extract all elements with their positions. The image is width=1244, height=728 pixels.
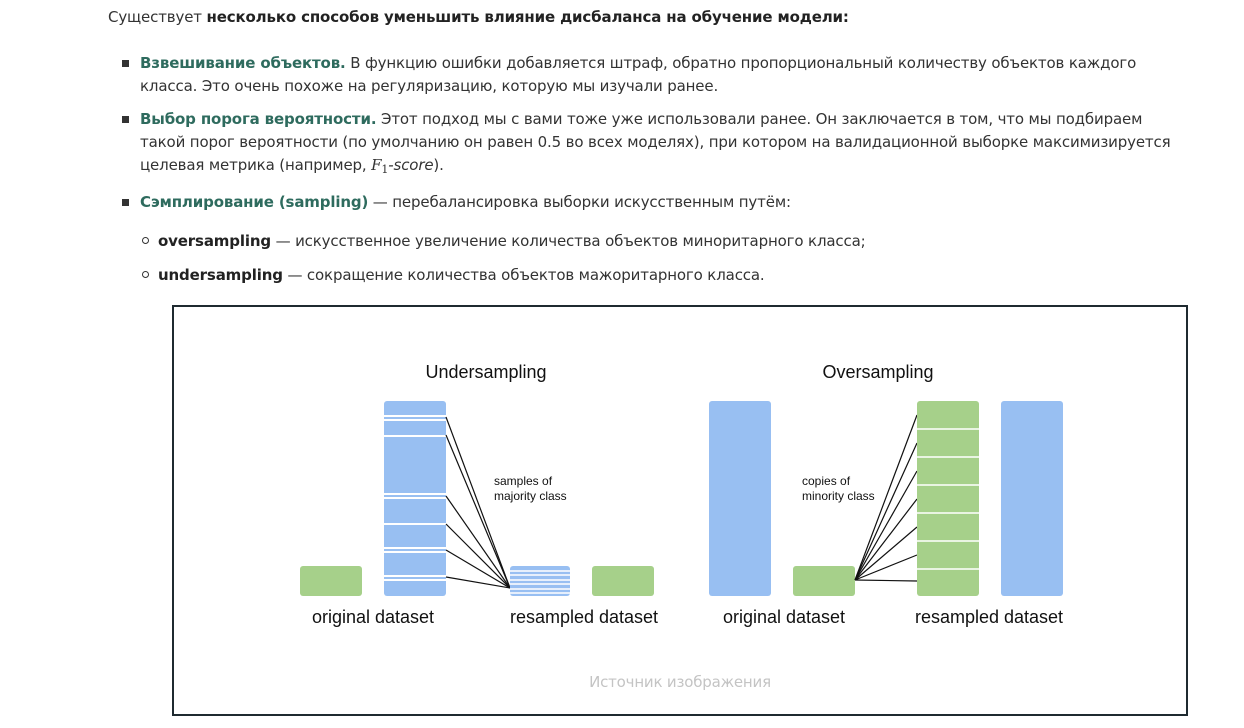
undersampling-connector-lines xyxy=(445,416,511,589)
sampling-type-name: undersampling xyxy=(158,266,283,284)
intro-prefix: Существует xyxy=(108,8,207,26)
method-sampling: Сэмплирование (sampling) — перебалансиро… xyxy=(122,191,1192,287)
circle-bullet-icon xyxy=(142,271,149,278)
math-var: F xyxy=(371,156,382,174)
math-suffix: -score xyxy=(388,156,434,174)
sampling-type-text: — сокращение количества объектов мажорит… xyxy=(282,266,765,284)
sampling-type-undersampling: undersampling — сокращение количества об… xyxy=(140,264,1192,287)
oversampling-title: Oversampling xyxy=(822,362,933,382)
method-text: В функцию ошибки добавляется штраф, обра… xyxy=(140,54,1137,95)
method-text: Этот подход мы с вами тоже уже использов… xyxy=(140,110,1171,174)
circle-bullet-icon xyxy=(142,237,149,244)
minority-copy-stripes xyxy=(917,428,979,570)
math-subscript: 1 xyxy=(381,163,389,176)
over-resampled-minority-bar xyxy=(917,401,979,596)
majority-sample-stripes xyxy=(384,415,446,581)
undersampling-note-line1: samples of xyxy=(494,474,553,488)
method-term: Выбор порога вероятности. xyxy=(140,110,377,128)
square-bullet-icon xyxy=(122,60,129,67)
over-resampled-majority-bar xyxy=(1001,401,1063,596)
sampling-type-text: — искусственное увеличение количества об… xyxy=(270,232,866,250)
under-original-minority-bar xyxy=(300,566,362,596)
oversampling-original-label: original dataset xyxy=(723,607,845,627)
sampling-diagram: Undersampling xyxy=(172,305,1188,716)
image-source-link[interactable]: Источник изображения xyxy=(589,673,771,691)
over-original-minority-bar xyxy=(793,566,855,596)
undersampling-resampled-label: resampled dataset xyxy=(510,607,658,627)
undersampling-title: Undersampling xyxy=(425,362,546,382)
oversampling-connector-lines xyxy=(854,414,918,582)
methods-list: Взвешивание объектов. В функцию ошибки д… xyxy=(122,52,1192,298)
method-weighting: Взвешивание объектов. В функцию ошибки д… xyxy=(122,52,1192,98)
sampling-type-oversampling: oversampling — искусственное увеличение … xyxy=(140,230,1192,253)
method-text: — перебалансировка выборки искусственным… xyxy=(368,193,791,211)
oversampling-resampled-label: resampled dataset xyxy=(915,607,1063,627)
math-f1: F1 xyxy=(371,156,389,176)
square-bullet-icon xyxy=(122,199,129,206)
sampling-types-list: oversampling — искусственное увеличение … xyxy=(140,230,1192,287)
resampled-majority-stripes xyxy=(510,570,570,594)
under-resampled-minority-bar xyxy=(592,566,654,596)
method-term: Сэмплирование (sampling) xyxy=(140,193,369,211)
oversampling-note-line1: copies of xyxy=(802,474,851,488)
sampling-type-name: oversampling xyxy=(158,232,271,250)
sampling-diagram-svg: Undersampling xyxy=(300,362,1063,627)
method-term: Взвешивание объектов. xyxy=(140,54,346,72)
method-tail: ). xyxy=(433,156,444,174)
method-threshold: Выбор порога вероятности. Этот подход мы… xyxy=(122,108,1192,181)
oversampling-note-line2: minority class xyxy=(802,489,875,503)
over-original-majority-bar xyxy=(709,401,771,596)
intro-bold: несколько способов уменьшить влияние дис… xyxy=(206,8,849,26)
undersampling-original-label: original dataset xyxy=(312,607,434,627)
undersampling-note-line2: majority class xyxy=(494,489,567,503)
intro-paragraph: Существует несколько способов уменьшить … xyxy=(108,8,849,26)
square-bullet-icon xyxy=(122,116,129,123)
